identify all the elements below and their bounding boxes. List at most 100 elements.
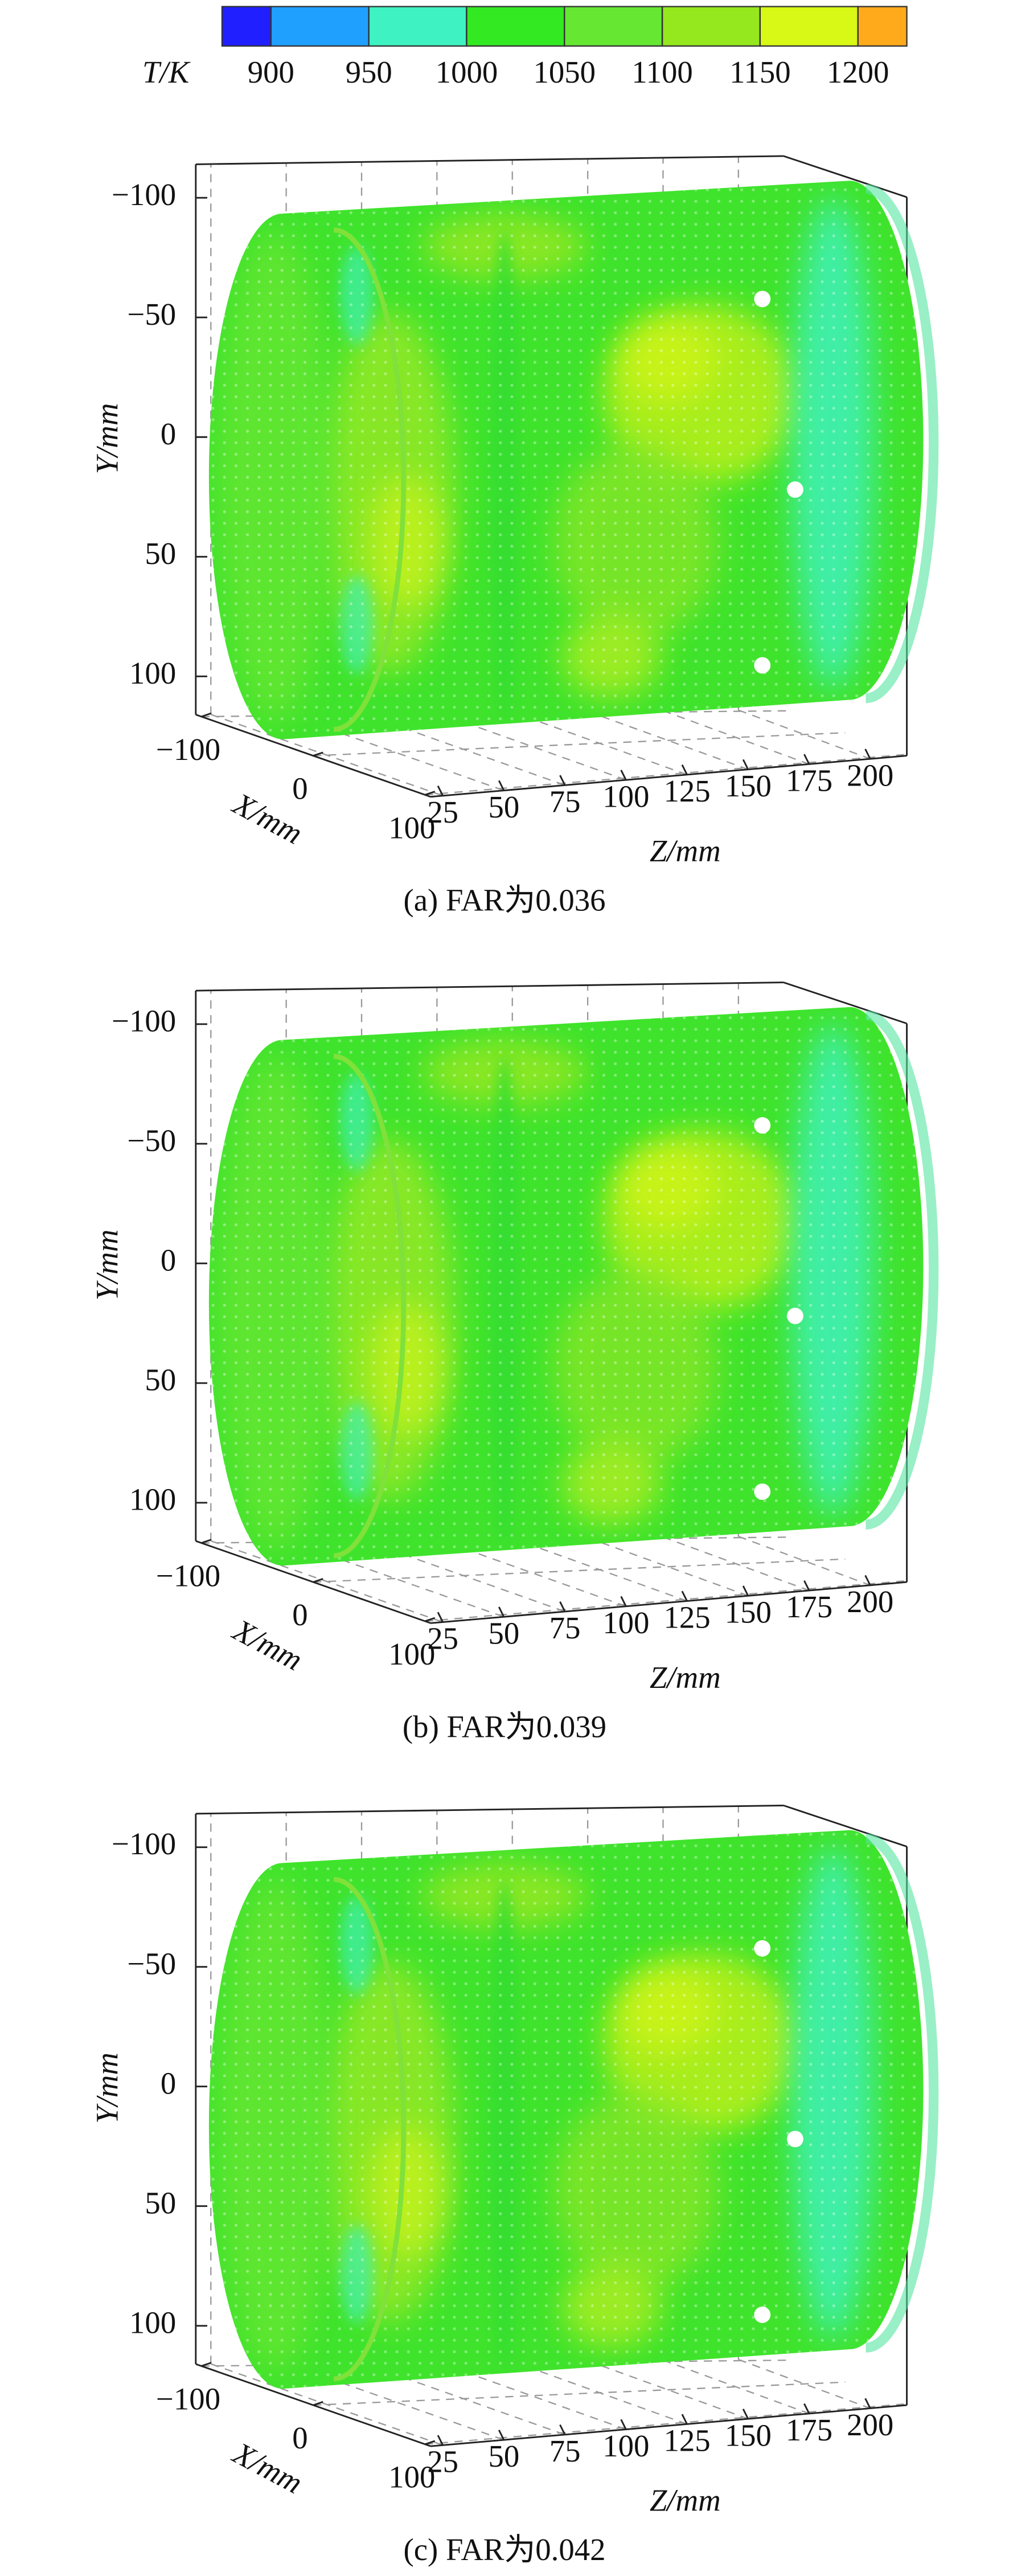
- hole: [754, 2307, 771, 2323]
- z-tick-label: 150: [725, 2418, 772, 2452]
- y-tick-label: 50: [145, 2185, 176, 2220]
- z-tick-label: 50: [489, 1616, 520, 1650]
- z-axis-label: Z/mm: [650, 833, 721, 868]
- axis-line: [195, 1804, 784, 1815]
- grid-line: [663, 710, 810, 765]
- x-tick-label: 100: [388, 810, 435, 845]
- hole: [754, 657, 771, 674]
- grid-line: [286, 1539, 504, 1618]
- hole: [754, 1117, 771, 1134]
- z-tick-label: 175: [786, 763, 832, 798]
- surface-patches: [208, 1830, 924, 2389]
- z-tick-label: 25: [427, 2444, 458, 2479]
- z-tick-label: 125: [663, 1600, 710, 1635]
- grid-line: [313, 1558, 846, 1583]
- colorbar-tick-label: 950: [346, 55, 392, 89]
- colorbar: 900 950 1000 1050 1100 1150 1200 T/K: [142, 6, 908, 89]
- grid-line: [313, 2381, 846, 2406]
- y-tick-label: 100: [129, 656, 176, 690]
- y-tick-label: −100: [112, 177, 176, 212]
- z-tick-label: 175: [786, 2413, 832, 2447]
- z-tick-label: 200: [847, 758, 893, 792]
- grid-line: [425, 754, 904, 796]
- x-tick: [201, 1539, 212, 1544]
- x-tick: [313, 1578, 323, 1583]
- z-tick: [620, 2419, 627, 2430]
- x-tick-label: −100: [156, 732, 220, 767]
- z-tick-label: 50: [489, 790, 520, 824]
- y-axis-label: Y/mm: [89, 403, 124, 475]
- end-ring: [334, 1876, 407, 2382]
- axis-line: [195, 982, 784, 992]
- colorbar-label: T/K: [142, 55, 191, 89]
- end-ring: [334, 1054, 407, 1559]
- y-tick-label: 50: [145, 536, 176, 571]
- axis-line: [783, 155, 908, 198]
- z-tick: [803, 2403, 810, 2414]
- axis-line: [783, 1805, 908, 1847]
- z-tick-label: 75: [549, 2434, 581, 2468]
- colorbar-box: [661, 6, 761, 47]
- colorbar-tick-label: 1050: [533, 55, 596, 89]
- hole: [787, 481, 803, 498]
- x-tick: [424, 791, 436, 796]
- y-tick-label: 0: [161, 416, 176, 451]
- grid-line: [425, 2403, 904, 2445]
- grid-line: [663, 2360, 810, 2414]
- z-tick-label: 125: [663, 774, 710, 808]
- y-tick-label: −50: [128, 1123, 177, 1158]
- grid-line: [286, 713, 504, 791]
- z-tick-label: 175: [786, 1589, 832, 1624]
- surface-texture: [208, 1007, 924, 1566]
- z-tick-label: 200: [847, 1584, 893, 1619]
- x-tick-label: 100: [388, 2460, 435, 2495]
- grid-line: [313, 732, 846, 757]
- y-axis-label: Y/mm: [89, 2052, 124, 2124]
- grid-line: [210, 1540, 444, 1623]
- y-tick-label: 50: [145, 1362, 176, 1397]
- grid-line: [210, 714, 444, 796]
- colorbar-tick-label: 900: [248, 55, 294, 89]
- surface-patches: [208, 1007, 924, 1566]
- z-tick: [498, 2430, 505, 2440]
- y-tick-label: 0: [161, 1242, 176, 1277]
- cylinder-surface: [208, 1007, 939, 1566]
- colorbar-tick-label: 1150: [729, 55, 791, 89]
- y-tick-label: −100: [112, 1826, 176, 1861]
- end-ring: [866, 1833, 939, 2353]
- cylinder-surface: [208, 181, 939, 739]
- z-tick: [620, 1596, 627, 1607]
- colorbar-box: [564, 6, 663, 47]
- x-tick-label: 0: [292, 2420, 307, 2455]
- z-tick: [498, 780, 505, 791]
- x-tick-label: −100: [156, 2381, 220, 2416]
- x-tick: [201, 712, 212, 718]
- z-tick: [437, 785, 444, 796]
- z-tick-label: 25: [427, 1621, 458, 1656]
- colorbar-box: [759, 6, 859, 47]
- caption: (c) FAR为0.042: [403, 2532, 605, 2567]
- z-tick: [803, 754, 810, 765]
- axis-line: [430, 2404, 907, 2447]
- z-tick: [742, 759, 749, 770]
- colorbar-box: [221, 6, 272, 47]
- grid-line: [663, 1536, 810, 1592]
- axis-line: [430, 1581, 907, 1624]
- z-tick-label: 100: [602, 1605, 649, 1640]
- y-tick-label: 100: [129, 1482, 176, 1516]
- z-tick-label: 25: [427, 795, 458, 829]
- y-tick-label: −100: [112, 1003, 176, 1038]
- z-axis-label: Z/mm: [650, 2483, 721, 2518]
- z-tick-label: 150: [725, 768, 772, 803]
- z-tick: [620, 770, 627, 780]
- z-tick-label: 125: [663, 2423, 710, 2458]
- z-tick-label: 50: [489, 2439, 520, 2473]
- hole: [787, 1307, 803, 1324]
- cylinder-surface: [208, 1830, 939, 2389]
- z-tick: [864, 749, 871, 759]
- surface-texture: [208, 1830, 924, 2389]
- x-tick-label: −100: [156, 1559, 220, 1593]
